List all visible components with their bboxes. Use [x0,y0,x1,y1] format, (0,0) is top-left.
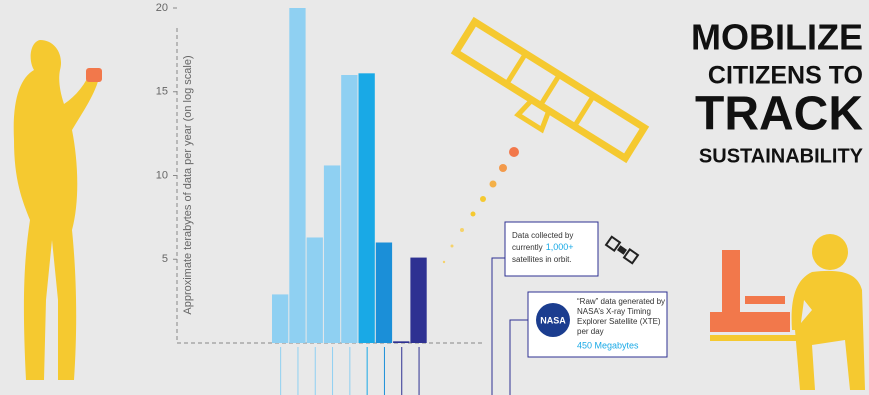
bar [375,242,393,343]
phone [86,68,102,82]
bar [323,165,341,343]
headline: SUSTAINABILITY [699,145,864,167]
annotation-text: Explorer Satellite (XTE) [577,317,661,326]
y-tick-label: 10 [156,169,168,181]
nasa-logo [536,303,570,337]
annotation-text: Data collected by [512,231,573,240]
satellite-icon [604,235,640,265]
y-axis-label: Approximate terabytes of data per year (… [182,55,194,314]
satellite-illustration [450,16,650,164]
y-tick-label: 15 [156,86,168,98]
logo-text: NASA [540,315,566,325]
connector [491,257,505,395]
bar [410,257,427,343]
signal-dots [442,147,519,264]
annotation-text: “Raw” data generated by [577,297,665,306]
annotation-text: currently [512,243,543,252]
annotation-text: per day [577,327,604,336]
headline: MOBILIZE [691,17,863,58]
y-tick-label: 5 [162,253,168,265]
bar [289,8,306,343]
headline: CITIZENS TO [708,62,863,90]
headline: TRACK [695,88,863,141]
bar [358,73,375,343]
annotation-box [504,221,599,277]
y-tick-label: 20 [156,2,168,14]
bar [393,341,410,343]
person-silhouette [13,40,100,380]
connector [509,319,528,395]
bar [341,75,358,343]
bar [272,294,289,343]
bar [306,237,323,343]
person-at-computer [710,234,865,390]
annotation-text: NASA’s X-ray Timing [577,307,651,316]
annotation-text: satellites in orbit. [512,255,572,264]
annotation-highlight: 1,000+ [546,242,574,252]
annotation-text: currently 1,000+ [512,242,573,252]
annotation-highlight: 450 Megabytes [577,340,639,350]
